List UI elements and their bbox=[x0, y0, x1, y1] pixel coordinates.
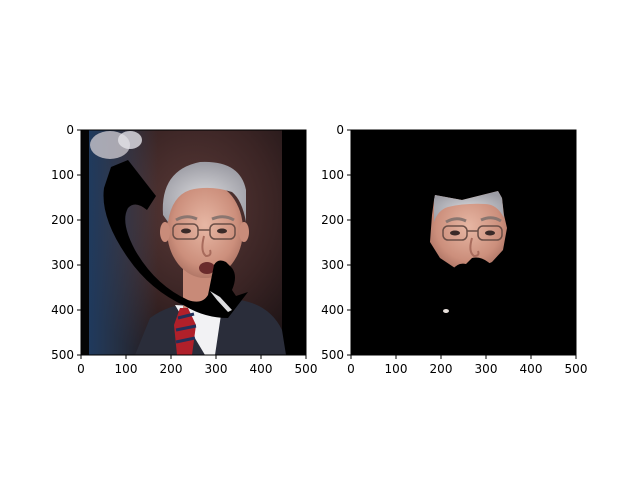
y-tick-label: 0 bbox=[336, 123, 344, 137]
panel-1-image bbox=[81, 130, 306, 355]
y-tick-label: 200 bbox=[51, 213, 74, 227]
y-tick-label: 400 bbox=[51, 303, 74, 317]
y-tick-label: 500 bbox=[321, 348, 344, 362]
x-tick-label: 400 bbox=[520, 362, 543, 376]
x-tick-label: 500 bbox=[295, 362, 318, 376]
panel-2-image bbox=[351, 130, 576, 355]
x-tick-label: 200 bbox=[160, 362, 183, 376]
x-tick-label: 0 bbox=[77, 362, 85, 376]
y-tick-label: 300 bbox=[51, 258, 74, 272]
x-tick-label: 300 bbox=[475, 362, 498, 376]
x-tick-label: 400 bbox=[250, 362, 273, 376]
x-tick-label: 300 bbox=[205, 362, 228, 376]
y-tick-label: 0 bbox=[66, 123, 74, 137]
y-tick-label: 100 bbox=[321, 168, 344, 182]
x-tick-label: 100 bbox=[385, 362, 408, 376]
x-tick-label: 100 bbox=[115, 362, 138, 376]
x-tick-label: 0 bbox=[347, 362, 355, 376]
y-tick-label: 100 bbox=[51, 168, 74, 182]
x-tick-label: 500 bbox=[565, 362, 588, 376]
x-tick-label: 200 bbox=[430, 362, 453, 376]
y-tick-label: 400 bbox=[321, 303, 344, 317]
y-tick-label: 200 bbox=[321, 213, 344, 227]
y-tick-label: 300 bbox=[321, 258, 344, 272]
y-tick-label: 500 bbox=[51, 348, 74, 362]
